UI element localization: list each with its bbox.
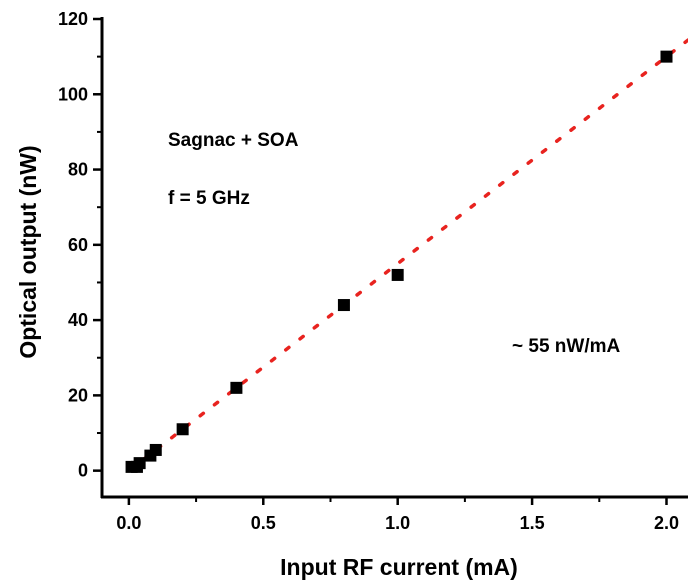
data-point <box>133 457 146 470</box>
data-point <box>337 299 350 312</box>
x-axis-title: Input RF current (mA) <box>280 554 518 580</box>
data-point <box>176 423 189 436</box>
fit-line <box>127 38 688 473</box>
y-tick-label: 60 <box>68 235 88 255</box>
y-tick-label: 120 <box>58 9 88 29</box>
axes <box>100 17 688 499</box>
y-ticks: 0 20 40 60 80 100 120 <box>58 9 102 481</box>
x-tick-label: 1.0 <box>385 513 410 533</box>
y-tick-label: 0 <box>78 461 88 481</box>
data-point <box>230 381 243 394</box>
y-tick-label: 100 <box>58 84 88 104</box>
annotation-frequency: f = 5 GHz <box>168 188 250 209</box>
data-point <box>391 268 404 281</box>
x-tick-label: 2.0 <box>654 513 679 533</box>
fit-line-group <box>127 38 688 473</box>
x-ticks: 0.0 0.5 1.0 1.5 2.0 <box>116 497 679 533</box>
y-axis-title: Optical output (nW) <box>15 145 41 358</box>
x-tick-label: 0.5 <box>251 513 276 533</box>
data-points <box>125 50 673 473</box>
y-tick-label: 20 <box>68 385 88 405</box>
x-tick-label: 0.0 <box>116 513 141 533</box>
data-point <box>149 443 162 456</box>
annotation-slope: ~ 55 nW/mA <box>512 336 620 357</box>
y-tick-label: 80 <box>68 160 88 180</box>
y-tick-label: 40 <box>68 310 88 330</box>
data-point <box>660 50 673 63</box>
annotation-sagnac-soa: Sagnac + SOA <box>168 130 299 151</box>
x-tick-label: 1.5 <box>520 513 545 533</box>
